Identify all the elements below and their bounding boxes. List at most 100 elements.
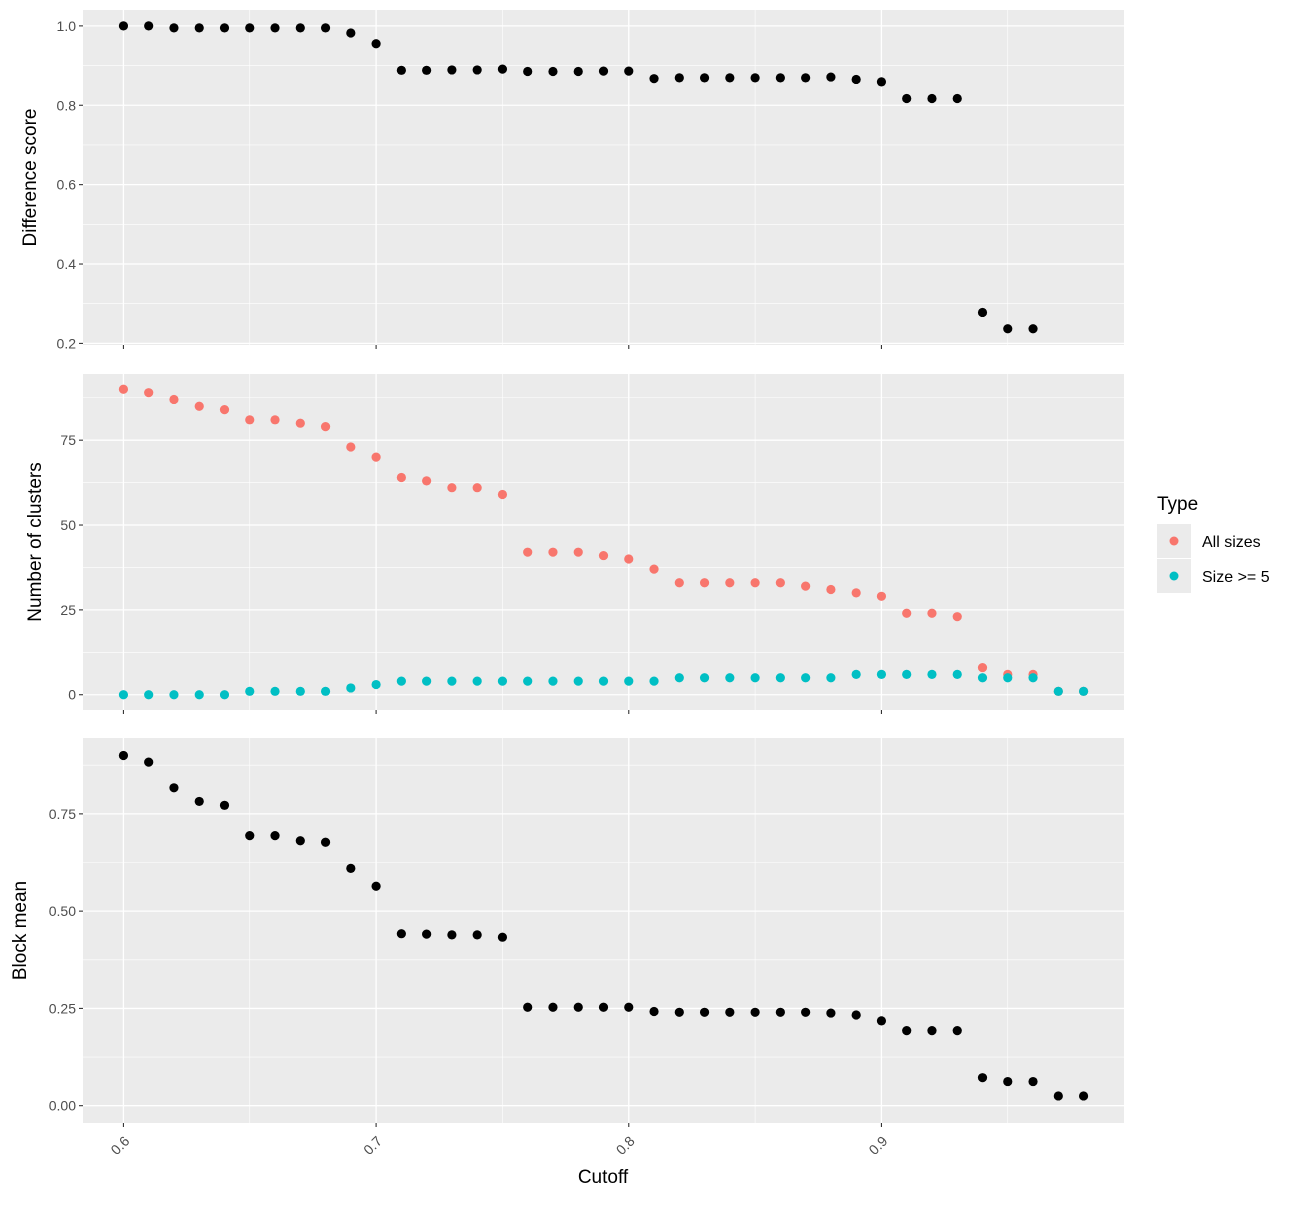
data-point [472,483,482,493]
data-point [1053,686,1063,696]
data-point [523,676,533,686]
data-point [320,837,331,847]
x-axis-title: Cutoff [578,1167,629,1188]
data-point [346,683,356,693]
data-point [927,93,937,104]
data-point [194,690,204,700]
data-point [674,578,684,588]
data-point [396,472,406,483]
data-point [447,483,457,493]
data-point [497,489,508,500]
y-axis-title: Number of clusters [25,462,46,621]
data-point [902,93,912,104]
data-point [447,676,457,686]
data-point [144,757,154,767]
data-point [320,422,331,432]
data-point [699,673,710,683]
data-point [144,21,154,31]
data-point [725,578,735,588]
data-point [1003,1076,1013,1087]
data-point [396,929,406,939]
panels-group: 0.2 0.4 0.6 0.8 1.0 Difference score 0 25 50 75 Nu… [10,10,1124,1158]
data-point [422,476,432,486]
data-point [295,23,305,33]
data-point [1028,324,1038,334]
data-point [801,673,811,683]
data-point [876,1016,887,1026]
y-tick-label: 0.50 [49,903,76,919]
data-point [927,1025,937,1036]
data-point [270,831,280,841]
data-point [447,65,457,75]
data-point [927,669,937,679]
data-point [573,547,583,557]
data-point [902,608,912,618]
legend-title: Type [1157,494,1198,515]
data-point [472,65,482,75]
data-point [649,74,659,84]
data-point [624,554,634,564]
data-point [725,1007,735,1017]
data-point [851,1010,861,1020]
data-point [144,690,154,700]
data-point [396,676,406,686]
data-point [750,578,760,588]
data-point [472,930,482,940]
data-point [1053,1091,1063,1101]
data-point [927,608,937,618]
data-point [295,686,305,696]
data-point [548,547,558,557]
data-point [245,831,255,841]
data-point [396,65,406,75]
data-point [523,1002,533,1012]
y-tick-label: 0.6 [57,177,77,193]
panel-3: 0.00 0.25 0.50 0.75 0.6 0.7 0.8 0.9 Block mean [10,738,1124,1158]
data-point [169,394,179,405]
data-point [977,673,988,683]
data-point [270,23,280,33]
data-point [169,690,179,700]
data-point [826,673,836,683]
data-point [422,676,432,686]
data-point [548,676,558,686]
y-tick-label: 0.2 [57,335,77,351]
data-point [1003,324,1013,334]
data-point [245,415,255,425]
data-point [219,405,230,415]
data-point [219,23,230,33]
data-point [826,584,836,595]
data-point [952,1025,962,1036]
data-point [523,547,533,557]
data-point [826,1008,836,1018]
data-point [1028,673,1038,683]
y-axis-title: Block mean [10,881,31,980]
data-point [902,669,912,679]
data-point [346,863,356,873]
data-point [118,750,129,761]
data-point [194,796,204,807]
data-point [118,384,129,394]
data-point [472,676,482,686]
y-tick-label: 25 [60,602,76,618]
y-tick-label: 1.0 [57,18,77,34]
data-point [497,64,508,74]
data-point [1003,673,1013,683]
data-point [801,1007,811,1017]
data-point [245,686,255,696]
data-point [371,39,381,49]
data-point [775,578,785,588]
data-point [699,73,710,83]
series-1 [118,21,1038,334]
x-tick-label: 0.8 [613,1133,638,1158]
data-point [977,662,988,673]
data-point [952,93,962,104]
data-point [725,673,735,683]
data-point [346,28,356,38]
data-point [750,1007,760,1017]
data-point [725,73,735,83]
data-point [598,66,609,76]
data-point [624,66,634,76]
data-point [573,66,583,77]
data-point [624,1002,634,1012]
